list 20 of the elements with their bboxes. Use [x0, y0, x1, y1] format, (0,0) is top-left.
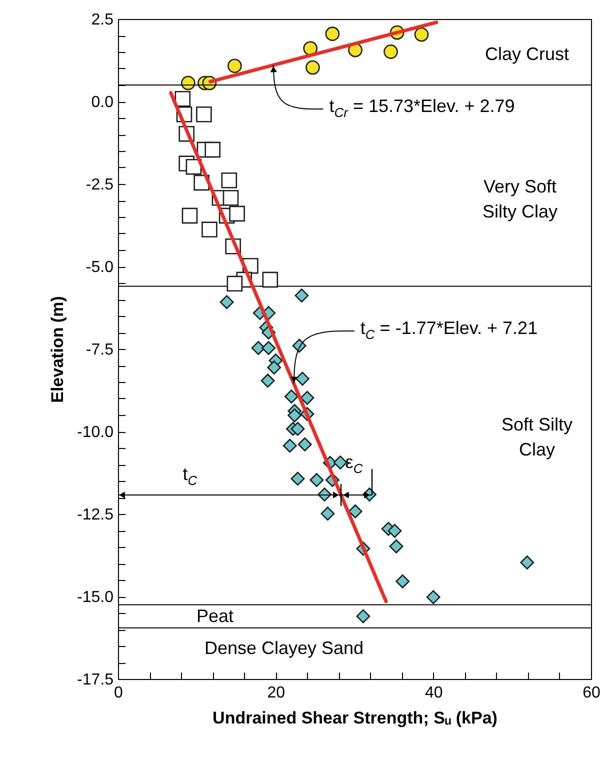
- x-tick-label: 60: [582, 684, 600, 702]
- x-axis-title: Undrained Shear Strength; Sᵤ (kPa): [212, 708, 498, 728]
- y-tick-label: -5.0: [86, 259, 114, 276]
- x-tick-label: 0: [114, 684, 124, 702]
- annotation: Soft Silty Clay: [501, 414, 573, 460]
- y-tick-label: 0.0: [91, 94, 114, 111]
- x-tick-label: 40: [424, 684, 443, 702]
- y-tick-label: -12.5: [77, 506, 114, 524]
- y-tick-label: -17.5: [77, 672, 114, 688]
- annotation: Very Soft Silty Clay: [482, 176, 558, 222]
- y-tick-label: -10.0: [77, 424, 114, 441]
- annotation: Dense Clayey Sand: [204, 638, 364, 658]
- annotation: Peat: [196, 606, 234, 626]
- x-tick-label: 20: [267, 684, 286, 702]
- y-tick-label: -7.5: [86, 342, 114, 358]
- y-axis-title: Elevation (m): [48, 296, 68, 403]
- annotation: Clay Crust: [484, 44, 570, 64]
- y-tick-label: -15.0: [77, 589, 114, 606]
- y-tick-label: -2.5: [86, 176, 114, 194]
- y-tick-label: 2.5: [91, 12, 114, 28]
